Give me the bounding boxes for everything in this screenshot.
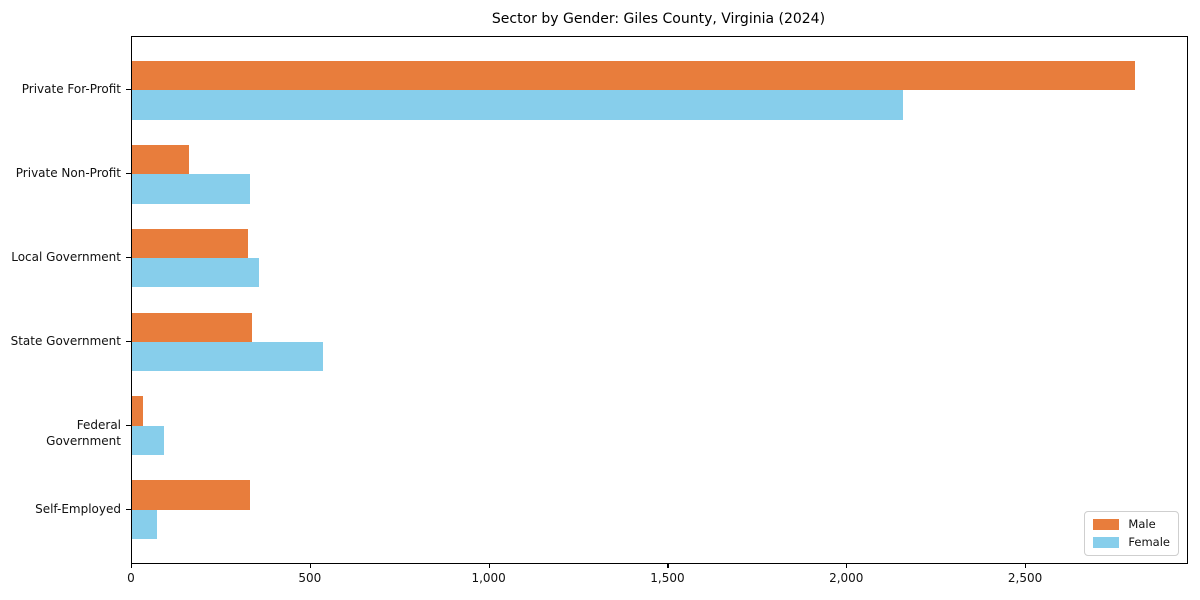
plot-area: Male Female (131, 36, 1188, 564)
x-tick (667, 563, 669, 569)
bar-female (132, 90, 903, 120)
x-tick (846, 563, 848, 569)
bar-male (132, 60, 1136, 91)
legend-item-female: Female (1093, 536, 1170, 549)
y-tick (126, 89, 131, 91)
legend-swatch-male (1093, 519, 1120, 530)
x-tick-label: 1,500 (650, 571, 685, 585)
legend: Male Female (1084, 511, 1179, 556)
y-tick (126, 257, 131, 259)
bar-male (132, 228, 249, 259)
category-label: Federal Government (46, 417, 121, 448)
bar-male (132, 144, 190, 175)
x-tick (488, 563, 490, 569)
category-label: Private For-Profit (21, 82, 121, 97)
legend-item-male: Male (1093, 518, 1170, 531)
x-tick-label: 1,000 (471, 571, 506, 585)
legend-swatch-female (1093, 537, 1120, 548)
x-tick-label: 500 (298, 571, 322, 585)
category-label: State Government (10, 333, 121, 348)
bar-female (132, 425, 165, 456)
x-tick (309, 563, 311, 569)
y-tick (126, 508, 131, 510)
category-label: Local Government (11, 250, 121, 265)
y-tick (126, 424, 131, 427)
bar-male (132, 312, 252, 342)
x-tick (1025, 563, 1027, 569)
x-tick-label: 2,500 (1007, 571, 1043, 585)
category-label: Self-Employed (35, 501, 121, 516)
bar-male (132, 396, 143, 426)
category-label: Private Non-Profit (15, 166, 121, 181)
legend-label-female: Female (1128, 535, 1170, 549)
x-tick-label: 0 (127, 571, 135, 585)
x-tick-label: 2,000 (829, 571, 864, 585)
x-tick (131, 563, 133, 569)
bar-female (132, 174, 251, 204)
y-tick (126, 340, 131, 343)
legend-label-male: Male (1128, 517, 1156, 531)
bar-female (132, 341, 324, 372)
bar-male (132, 480, 251, 510)
y-tick (126, 173, 131, 175)
bar-female (132, 509, 158, 540)
bar-female (132, 258, 259, 288)
chart-title: Sector by Gender: Giles County, Virginia… (491, 11, 826, 27)
